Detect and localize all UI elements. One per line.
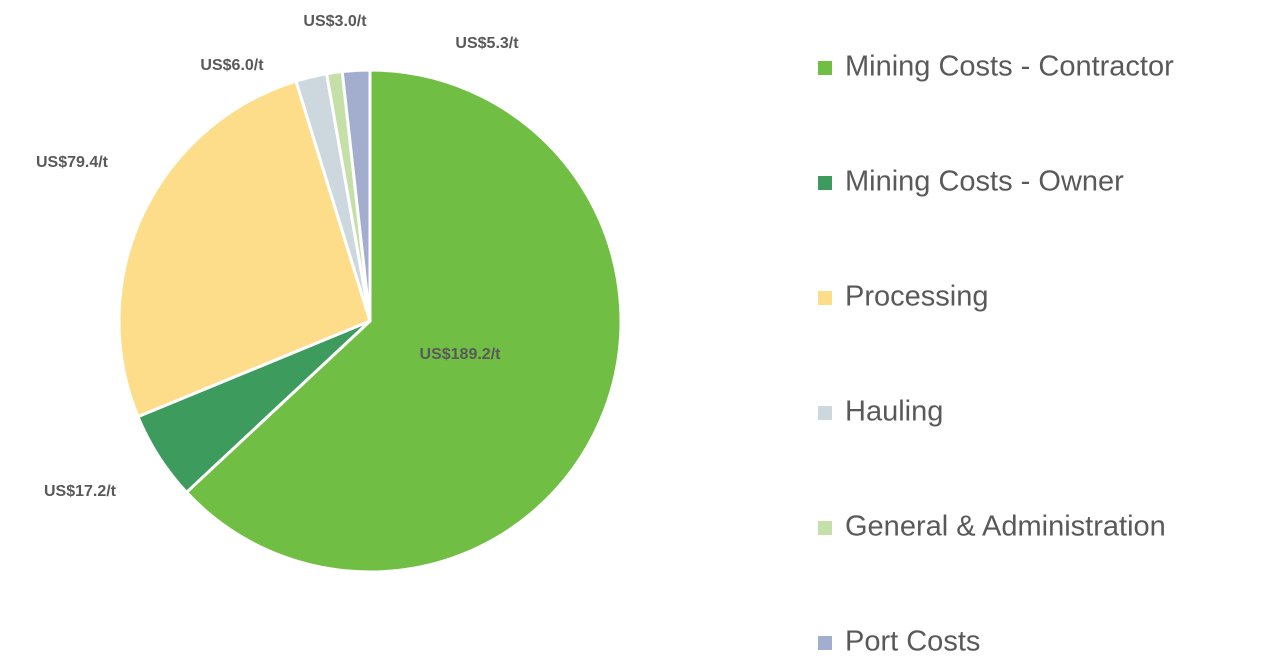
legend-swatch bbox=[818, 176, 832, 190]
legend-label: Port Costs bbox=[845, 626, 980, 658]
legend-label: Mining Costs - Owner bbox=[845, 166, 1124, 198]
pie-slice bbox=[117, 79, 372, 419]
data-label: US$17.2/t bbox=[44, 483, 117, 500]
legend-label: General & Administration bbox=[845, 511, 1166, 543]
legend-swatch bbox=[818, 61, 832, 75]
pie-slice bbox=[185, 68, 623, 574]
data-label: US$79.4/t bbox=[36, 154, 109, 171]
data-label: US$3.0/t bbox=[303, 13, 367, 30]
legend-label: Hauling bbox=[845, 396, 943, 428]
pie-slice bbox=[340, 68, 372, 323]
legend-label: Processing bbox=[845, 281, 988, 313]
legend-swatch bbox=[818, 521, 832, 535]
legend-label: Mining Costs - Contractor bbox=[845, 51, 1174, 83]
legend-swatch bbox=[818, 291, 832, 305]
data-label: US$189.2/t bbox=[420, 346, 502, 363]
data-label: US$5.3/t bbox=[455, 35, 519, 52]
legend-swatch bbox=[818, 406, 832, 420]
data-label: US$6.0/t bbox=[200, 57, 264, 74]
legend-swatch bbox=[818, 636, 832, 650]
